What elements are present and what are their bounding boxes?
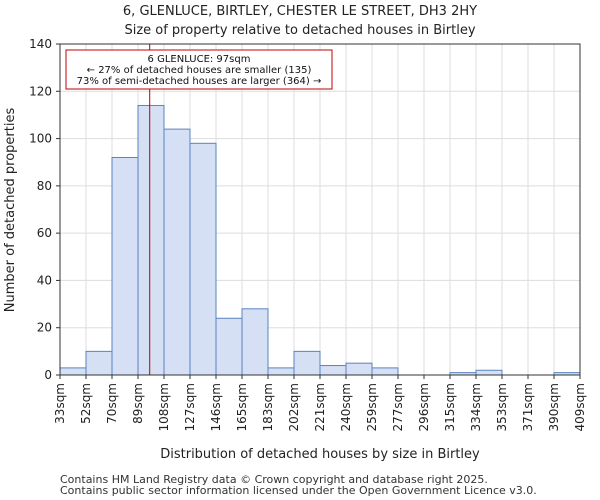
bar-89sqm [137, 104, 165, 376]
x-tick-label: 89sqm [131, 383, 145, 424]
x-tick-label: 108sqm [157, 383, 171, 431]
x-tick-label: 33sqm [53, 383, 67, 424]
x-tick-label: 146sqm [209, 383, 223, 431]
x-tick-label: 221sqm [313, 383, 327, 431]
x-tick-label: 409sqm [573, 383, 587, 431]
bar-70sqm [111, 156, 139, 376]
annotation-line-1: 6 GLENLUCE: 97sqm [148, 54, 251, 65]
bar-127sqm [189, 142, 217, 376]
bar-146sqm [215, 317, 243, 376]
chart-subtitle: Size of property relative to detached ho… [124, 23, 475, 38]
bar-259sqm [371, 367, 399, 376]
annotation-line-2: ← 27% of detached houses are smaller (13… [87, 65, 312, 76]
annotation-line-3: 73% of semi-detached houses are larger (… [77, 76, 322, 87]
bar-165sqm [241, 308, 269, 376]
footer-line-1: Contains HM Land Registry data © Crown c… [60, 473, 488, 486]
x-ticks: 33sqm 52sqm 70sqm 89sqm 108sqm 127sqm 146sqm 16… [53, 375, 587, 431]
x-tick-label: 165sqm [235, 383, 249, 431]
y-tick-label: 120 [29, 84, 52, 98]
y-tick-label: 140 [29, 37, 52, 51]
x-tick-label: 390sqm [547, 383, 561, 431]
x-tick-label: 334sqm [469, 383, 483, 431]
x-tick-label: 70sqm [105, 383, 119, 424]
x-tick-label: 127sqm [183, 383, 197, 431]
y-axis-label: Number of detached properties [3, 108, 18, 313]
annotation-box [65, 49, 333, 90]
x-tick-label: 353sqm [495, 383, 509, 431]
x-axis-label: Distribution of detached houses by size … [160, 447, 480, 462]
bar-108sqm [163, 128, 191, 376]
x-tick-label: 202sqm [287, 383, 301, 431]
bar-202sqm [293, 350, 321, 376]
x-tick-label: 296sqm [417, 383, 431, 431]
bar-33sqm [59, 367, 87, 376]
y-tick-label: 20 [37, 321, 52, 335]
bar-183sqm [267, 367, 295, 376]
y-tick-label: 100 [29, 132, 52, 146]
x-tick-label: 240sqm [339, 383, 353, 431]
y-tick-label: 40 [37, 273, 52, 287]
chart-title: 6, GLENLUCE, BIRTLEY, CHESTER LE STREET,… [123, 4, 477, 19]
bar-240sqm [345, 362, 373, 376]
y-tick-label: 80 [37, 179, 52, 193]
footer-line-2: Contains public sector information licen… [60, 484, 537, 497]
x-tick-label: 315sqm [443, 383, 457, 431]
x-tick-label: 277sqm [391, 383, 405, 431]
x-tick-label: 259sqm [365, 383, 379, 431]
y-tick-label: 0 [44, 368, 52, 382]
bar-334sqm [475, 369, 503, 376]
y-tick-label: 60 [37, 226, 52, 240]
y-ticks: 0 20 40 60 80 100 120 140 [29, 37, 60, 382]
x-tick-label: 52sqm [79, 383, 93, 424]
plot-frame [59, 43, 581, 376]
x-tick-label: 183sqm [261, 383, 275, 431]
x-tick-label: 371sqm [521, 383, 535, 431]
bar-52sqm [85, 350, 113, 376]
bar-221sqm [319, 365, 347, 376]
